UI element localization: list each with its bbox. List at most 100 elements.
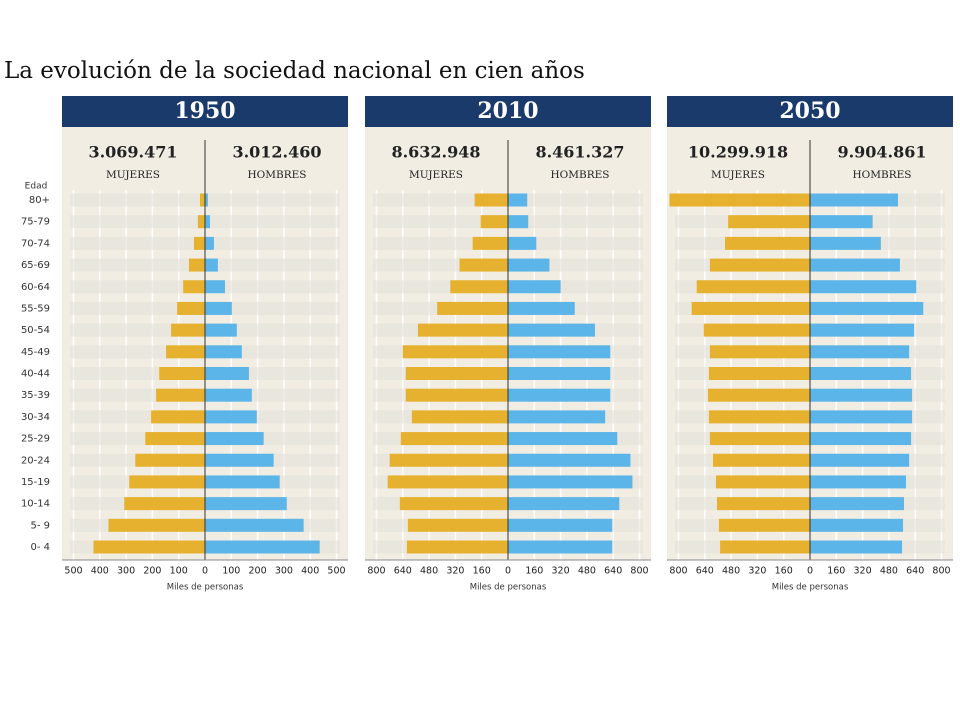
bar <box>124 497 205 511</box>
x-tick-label: 500 <box>327 566 345 577</box>
x-tick-label: 160 <box>473 566 491 577</box>
series-total: 3.012.460 <box>232 143 321 162</box>
bar <box>508 215 529 229</box>
bar <box>389 453 508 467</box>
bar <box>810 215 873 229</box>
bar <box>205 518 304 532</box>
bar <box>205 453 274 467</box>
age-label: 10-14 <box>21 499 50 510</box>
x-tick-label: 800 <box>630 566 648 577</box>
x-tick-label: 480 <box>880 566 898 577</box>
bar <box>508 540 613 554</box>
age-label: 40-44 <box>21 369 50 380</box>
bar <box>205 301 232 315</box>
x-tick-label: 640 <box>604 566 622 577</box>
age-label: 50-54 <box>21 325 50 336</box>
bar <box>405 367 508 380</box>
panel-title: 2010 <box>477 98 538 124</box>
bar <box>205 280 225 294</box>
bar <box>810 540 903 554</box>
age-label: 60-64 <box>21 282 50 293</box>
bar <box>725 236 810 250</box>
x-axis-label: Miles de personas <box>772 583 849 593</box>
bar <box>205 367 249 380</box>
bar <box>399 497 508 511</box>
x-tick-label: 100 <box>170 566 188 577</box>
x-tick-label: 300 <box>117 566 135 577</box>
age-label: 75-79 <box>21 217 50 228</box>
x-tick-label: 640 <box>394 566 412 577</box>
age-label: 20-24 <box>21 455 50 466</box>
x-tick-label: 500 <box>64 566 82 577</box>
legend-label: MUJERES <box>106 169 160 181</box>
x-tick-label: 320 <box>854 566 872 577</box>
bar <box>728 215 810 229</box>
age-label: 25-29 <box>21 434 50 445</box>
bar <box>508 410 606 424</box>
bar <box>696 280 810 294</box>
bar <box>508 323 595 337</box>
bar <box>405 388 508 402</box>
bar <box>713 453 810 467</box>
x-tick-label: 320 <box>552 566 570 577</box>
bar <box>508 497 620 511</box>
x-tick-label: 480 <box>722 566 740 577</box>
bar <box>810 388 913 402</box>
bar <box>205 388 252 402</box>
bar <box>402 345 508 359</box>
x-tick-label: 200 <box>143 566 161 577</box>
bar <box>197 215 205 229</box>
legend-label: MUJERES <box>409 169 463 181</box>
x-tick-label: 480 <box>420 566 438 577</box>
bar <box>716 497 810 511</box>
bar <box>387 475 508 489</box>
bar <box>474 193 508 207</box>
panel-header <box>365 96 651 127</box>
x-tick-label: 800 <box>932 566 950 577</box>
series-total: 3.069.471 <box>88 143 177 162</box>
legend-label: HOMBRES <box>551 169 610 181</box>
bar <box>417 323 508 337</box>
bar <box>205 475 280 489</box>
bar <box>205 497 287 511</box>
x-axis-label: Miles de personas <box>167 583 244 593</box>
bar <box>508 367 611 380</box>
bar <box>205 432 264 446</box>
bar <box>407 518 508 532</box>
bar <box>508 475 633 489</box>
bar <box>703 323 810 337</box>
bar <box>708 410 810 424</box>
x-tick-label: 160 <box>525 566 543 577</box>
age-label: 35-39 <box>21 390 50 401</box>
x-tick-label: 800 <box>669 566 687 577</box>
bar <box>508 301 575 315</box>
panel-title: 2050 <box>779 98 840 124</box>
age-label: 5- 9 <box>30 520 50 531</box>
x-tick-label: 160 <box>775 566 793 577</box>
x-tick-label: 0 <box>807 566 813 577</box>
bar <box>205 410 257 424</box>
bar <box>508 258 550 272</box>
panel-header <box>667 96 953 127</box>
bar <box>145 432 205 446</box>
bar <box>508 453 631 467</box>
bar <box>691 301 810 315</box>
x-tick-label: 400 <box>91 566 109 577</box>
bar <box>508 345 611 359</box>
bar <box>810 236 881 250</box>
bar <box>709 432 810 446</box>
x-tick-label: 800 <box>367 566 385 577</box>
y-axis-label: Edad <box>25 182 48 192</box>
bar <box>205 345 242 359</box>
bar <box>810 323 915 337</box>
x-axis-label: Miles de personas <box>470 583 547 593</box>
bar <box>508 432 618 446</box>
bar <box>810 258 900 272</box>
age-label: 65-69 <box>21 260 50 271</box>
bar <box>156 388 205 402</box>
bar <box>193 236 205 250</box>
bar <box>508 193 528 207</box>
bar <box>205 540 320 554</box>
x-tick-label: 480 <box>578 566 596 577</box>
bar <box>810 280 917 294</box>
